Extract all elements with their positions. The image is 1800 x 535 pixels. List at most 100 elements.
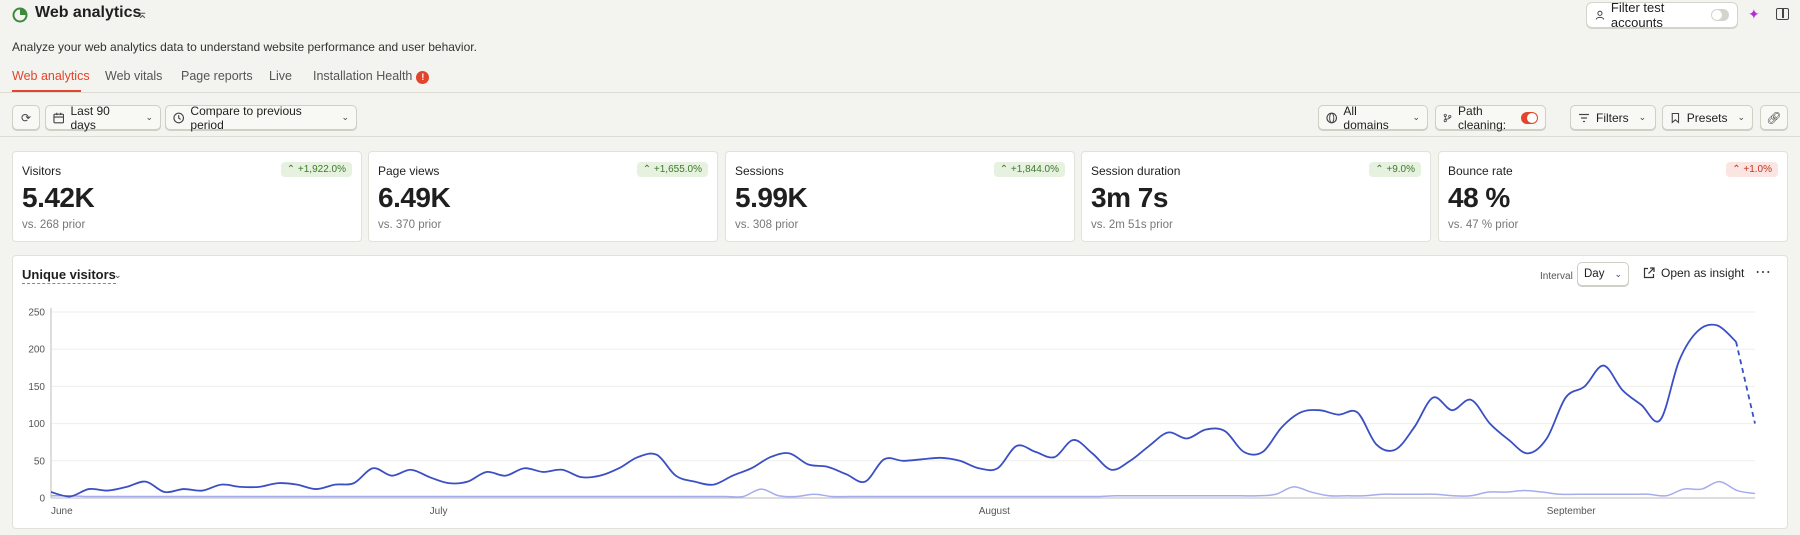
- change-badge: ⌃ +1,844.0%: [993, 162, 1065, 177]
- side-panel-icon[interactable]: [1776, 8, 1789, 20]
- chevron-down-icon: ⌄: [1412, 112, 1420, 122]
- tab-live[interactable]: Live: [269, 69, 292, 83]
- filters-label: Filters: [1596, 110, 1629, 125]
- metric-prior: vs. 370 prior: [378, 219, 442, 231]
- compare-period-select[interactable]: Compare to previous period ⌄: [165, 103, 357, 132]
- chevron-down-icon: ⌄: [1737, 112, 1745, 122]
- change-badge: ⌃ +1,922.0%: [280, 162, 352, 177]
- interval-label: Interval: [1540, 271, 1573, 282]
- link-icon: 🔗︎: [1766, 110, 1782, 125]
- refresh-icon: ⟳: [20, 110, 32, 125]
- unique-visitors-chart: 0 50 100 150 200 250 June July August September: [28, 308, 1756, 517]
- y-tick-label: 0: [39, 494, 45, 505]
- open-as-insight-label: Open as insight: [1661, 266, 1745, 280]
- metric-label: Page views: [378, 164, 440, 178]
- open-as-insight-button[interactable]: Open as insight: [1643, 266, 1744, 280]
- y-tick-label: 50: [34, 456, 46, 467]
- interval-select[interactable]: Day ⌄: [1577, 262, 1629, 286]
- metric-label: Bounce rate: [1448, 164, 1513, 178]
- series-line-incomplete-period: [1735, 341, 1756, 424]
- metric-label: Sessions: [735, 164, 784, 178]
- x-tick-label: September: [1547, 506, 1597, 517]
- tab-web-vitals[interactable]: Web vitals: [105, 69, 163, 83]
- metric-prior: vs. 47 % prior: [1448, 219, 1519, 231]
- metric-value: 6.49K: [378, 182, 451, 213]
- change-badge-value: +1,844.0%: [1010, 164, 1059, 175]
- metric-card-sessions[interactable]: Sessions ⌃ +1,844.0% 5.99K vs. 308 prior: [725, 151, 1075, 242]
- chevron-down-icon: ⌄: [1614, 268, 1622, 279]
- change-badge: ⌃ +1,655.0%: [636, 162, 708, 177]
- tab-installation-health-label: Installation Health: [313, 69, 413, 83]
- warning-icon: !: [416, 71, 430, 84]
- y-tick-label: 250: [28, 308, 45, 319]
- filter-test-accounts-label: Filter test accounts: [1610, 0, 1665, 30]
- refresh-button[interactable]: ⟳: [12, 105, 40, 130]
- metric-value: 5.42K: [22, 182, 95, 213]
- y-tick-label: 150: [28, 382, 45, 393]
- metric-value: 5.99K: [735, 182, 808, 213]
- metric-label: Session duration: [1091, 164, 1181, 178]
- active-tab-indicator: [12, 90, 81, 92]
- chevron-down-icon: ⌄: [145, 112, 153, 122]
- x-tick-label: August: [979, 506, 1010, 517]
- change-badge: ⌃ +1.0%: [1726, 162, 1778, 177]
- change-badge-value: +1.0%: [1743, 164, 1772, 175]
- external-link-icon: [1643, 267, 1655, 279]
- change-badge-value: +1,655.0%: [653, 164, 702, 175]
- chevron-down-icon: ⌄: [1638, 112, 1647, 122]
- change-badge-value: +1,922.0%: [297, 164, 346, 175]
- date-range-picker[interactable]: Last 90 days ⌄: [45, 103, 161, 132]
- git-branch-icon: [1443, 113, 1452, 122]
- share-link-button[interactable]: 🔗︎: [1760, 105, 1788, 130]
- tab-page-reports[interactable]: Page reports: [181, 69, 253, 83]
- metric-card-visitors[interactable]: Visitors ⌃ +1,922.0% 5.42K vs. 268 prior: [12, 151, 362, 242]
- filter-test-accounts-toggle[interactable]: Filter test accounts: [1586, 0, 1738, 30]
- series-line-current-period: [50, 323, 1737, 498]
- metric-card-session-duration[interactable]: Session duration ⌃ +9.0% 3m 7s vs. 2m 51…: [1081, 151, 1431, 242]
- toolbar: ⟳ Last 90 days ⌄ Compare to previous per…: [0, 93, 1800, 137]
- favorite-star-icon[interactable]: ⌅: [137, 6, 148, 21]
- path-cleaning-toggle[interactable]: Path cleaning:: [1435, 103, 1546, 132]
- domains-label: All domains: [1343, 103, 1389, 132]
- y-tick-label: 200: [28, 345, 45, 356]
- page-title: Web analytics: [35, 4, 142, 21]
- sparkle-ai-icon[interactable]: ✦: [1748, 6, 1760, 22]
- page-subtitle: Analyze your web analytics data to under…: [12, 40, 477, 54]
- change-badge: ⌃ +9.0%: [1369, 162, 1421, 177]
- filters-button[interactable]: Filters ⌄: [1570, 105, 1656, 130]
- globe-icon: [1326, 112, 1338, 123]
- x-tick-label: July: [430, 506, 448, 517]
- metric-value: 48 %: [1448, 182, 1510, 213]
- tab-web-analytics[interactable]: Web analytics: [12, 69, 90, 83]
- filter-icon: [1579, 113, 1589, 122]
- web-analytics-logo-icon: [12, 7, 28, 23]
- tab-installation-health[interactable]: Installation Health!: [313, 69, 430, 84]
- toggle-switch[interactable]: [1521, 111, 1538, 124]
- change-badge-value: +9.0%: [1386, 164, 1415, 175]
- toggle-switch[interactable]: [1710, 9, 1729, 21]
- tab-bar: Web analytics Web vitals Page reports Li…: [0, 62, 1800, 93]
- chevron-down-icon[interactable]: ⌄: [114, 270, 122, 280]
- interval-value: Day: [1584, 268, 1605, 280]
- metric-label: Visitors: [22, 164, 62, 178]
- y-tick-label: 100: [28, 419, 45, 430]
- domains-select[interactable]: All domains ⌄: [1318, 103, 1428, 132]
- metric-card-bounce-rate[interactable]: Bounce rate ⌃ +1.0% 48 % vs. 47 % prior: [1438, 151, 1788, 242]
- metric-cards: Visitors ⌃ +1,922.0% 5.42K vs. 268 prior…: [12, 151, 1788, 242]
- presets-label: Presets: [1686, 110, 1728, 125]
- presets-button[interactable]: Presets ⌄: [1662, 105, 1753, 130]
- compare-label: Compare to previous period: [190, 103, 302, 132]
- top-bar: Web analytics ⌅ Filter test accounts ✦: [0, 0, 1800, 30]
- chevron-down-icon: ⌄: [341, 112, 349, 122]
- metric-prior: vs. 2m 51s prior: [1091, 219, 1173, 231]
- metric-prior: vs. 268 prior: [22, 219, 86, 231]
- more-options-icon[interactable]: ⋯: [1755, 264, 1772, 281]
- calendar-icon: [53, 112, 65, 123]
- date-range-label: Last 90 days: [70, 103, 110, 132]
- path-cleaning-label: Path cleaning:: [1458, 103, 1507, 132]
- clock-icon: [173, 112, 185, 123]
- bookmark-icon: [1671, 112, 1680, 124]
- chart-metric-select[interactable]: Unique visitors: [22, 267, 116, 284]
- metric-card-page-views[interactable]: Page views ⌃ +1,655.0% 6.49K vs. 370 pri…: [368, 151, 718, 242]
- series-line-previous-period: [50, 480, 1756, 498]
